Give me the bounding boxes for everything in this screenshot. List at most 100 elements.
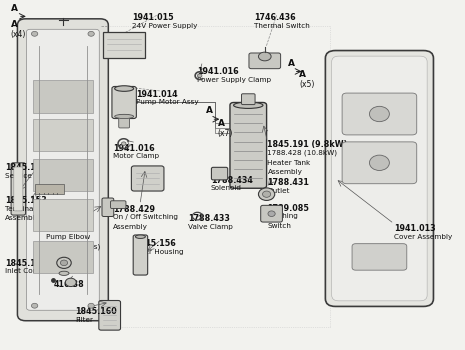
Text: On / Off Switching: On / Off Switching bbox=[113, 215, 178, 220]
Text: Cover Assembly: Cover Assembly bbox=[394, 233, 452, 239]
Ellipse shape bbox=[115, 114, 133, 119]
FancyBboxPatch shape bbox=[111, 201, 126, 209]
Text: 1845.191 (9.8kW): 1845.191 (9.8kW) bbox=[267, 140, 348, 149]
FancyBboxPatch shape bbox=[112, 86, 136, 119]
Text: Pump Motor Assy: Pump Motor Assy bbox=[136, 99, 199, 105]
Text: 1788.428 (10.8kW): 1788.428 (10.8kW) bbox=[267, 150, 338, 156]
FancyBboxPatch shape bbox=[326, 50, 433, 307]
Text: 1941.013: 1941.013 bbox=[394, 224, 436, 233]
FancyBboxPatch shape bbox=[249, 53, 280, 69]
Text: 1845.184: 1845.184 bbox=[46, 224, 88, 233]
Ellipse shape bbox=[115, 86, 133, 91]
Text: 24V Power Supply: 24V Power Supply bbox=[132, 23, 197, 29]
Text: A: A bbox=[206, 106, 213, 116]
FancyBboxPatch shape bbox=[261, 205, 282, 222]
FancyBboxPatch shape bbox=[33, 240, 93, 273]
Text: Heater Tank: Heater Tank bbox=[267, 160, 311, 166]
Text: A: A bbox=[288, 59, 295, 68]
FancyBboxPatch shape bbox=[241, 94, 255, 105]
FancyBboxPatch shape bbox=[11, 163, 26, 215]
Text: A: A bbox=[11, 20, 18, 29]
FancyBboxPatch shape bbox=[103, 33, 145, 58]
Text: Service Tunnel: Service Tunnel bbox=[5, 173, 58, 179]
Text: (x5): (x5) bbox=[299, 80, 314, 89]
FancyBboxPatch shape bbox=[133, 235, 148, 275]
Text: 1788.433: 1788.433 bbox=[188, 214, 230, 223]
FancyBboxPatch shape bbox=[33, 119, 93, 151]
Text: Assembly: Assembly bbox=[113, 224, 148, 230]
Text: 1746.436: 1746.436 bbox=[254, 13, 296, 22]
Ellipse shape bbox=[135, 235, 146, 238]
Text: 1845.157: 1845.157 bbox=[5, 259, 47, 268]
Circle shape bbox=[32, 303, 38, 308]
Circle shape bbox=[121, 142, 126, 145]
Text: 1941.015: 1941.015 bbox=[132, 13, 173, 22]
Text: 416.38: 416.38 bbox=[53, 280, 84, 289]
Text: 1788.434: 1788.434 bbox=[211, 176, 253, 185]
Text: A: A bbox=[11, 4, 18, 13]
Circle shape bbox=[268, 211, 275, 217]
Text: Power Supply Clamp: Power Supply Clamp bbox=[198, 77, 272, 83]
Text: Solenoid: Solenoid bbox=[211, 186, 242, 191]
Text: Valve Clamp: Valve Clamp bbox=[188, 224, 233, 230]
Text: 1941.016: 1941.016 bbox=[198, 67, 239, 76]
Text: A: A bbox=[218, 119, 225, 128]
Text: Thermal Switch: Thermal Switch bbox=[254, 23, 310, 29]
Text: Assembly: Assembly bbox=[267, 169, 302, 175]
Text: Inlet Connector: Inlet Connector bbox=[5, 268, 60, 274]
Text: 1941.014: 1941.014 bbox=[136, 90, 178, 99]
Text: Motor Clamp: Motor Clamp bbox=[113, 153, 159, 159]
Text: 1941.016: 1941.016 bbox=[113, 144, 154, 153]
Text: Outlet: Outlet bbox=[267, 188, 290, 194]
FancyBboxPatch shape bbox=[27, 29, 99, 310]
Ellipse shape bbox=[233, 102, 263, 108]
FancyBboxPatch shape bbox=[33, 199, 93, 231]
FancyBboxPatch shape bbox=[119, 115, 130, 128]
Text: Assembly: Assembly bbox=[5, 216, 40, 222]
FancyBboxPatch shape bbox=[332, 56, 427, 301]
FancyBboxPatch shape bbox=[342, 142, 417, 184]
Text: 1788.431: 1788.431 bbox=[267, 178, 309, 188]
Text: 1788.429: 1788.429 bbox=[113, 205, 155, 214]
Circle shape bbox=[88, 303, 94, 308]
Text: 1845.153: 1845.153 bbox=[5, 196, 47, 205]
Circle shape bbox=[370, 106, 389, 122]
FancyBboxPatch shape bbox=[132, 166, 164, 191]
Text: 1845.156: 1845.156 bbox=[134, 239, 176, 248]
Circle shape bbox=[198, 74, 202, 77]
Text: 1845.160: 1845.160 bbox=[75, 307, 117, 316]
Text: (includes clips): (includes clips) bbox=[46, 243, 100, 250]
Circle shape bbox=[66, 278, 76, 287]
Text: Switch: Switch bbox=[267, 223, 292, 229]
FancyBboxPatch shape bbox=[99, 301, 120, 330]
Circle shape bbox=[32, 32, 38, 36]
FancyBboxPatch shape bbox=[102, 198, 114, 217]
Circle shape bbox=[370, 155, 389, 170]
Text: (x7): (x7) bbox=[218, 129, 233, 138]
Text: Filter: Filter bbox=[75, 317, 93, 323]
FancyBboxPatch shape bbox=[342, 93, 417, 135]
Text: A: A bbox=[299, 70, 306, 79]
Text: (x4): (x4) bbox=[11, 30, 26, 38]
FancyBboxPatch shape bbox=[352, 244, 407, 270]
FancyBboxPatch shape bbox=[212, 167, 228, 180]
Text: Terminal Block: Terminal Block bbox=[5, 206, 58, 212]
FancyBboxPatch shape bbox=[230, 103, 266, 188]
FancyBboxPatch shape bbox=[35, 184, 64, 194]
FancyBboxPatch shape bbox=[14, 167, 23, 211]
Ellipse shape bbox=[59, 271, 69, 275]
Text: Pump Elbow: Pump Elbow bbox=[46, 233, 90, 239]
Circle shape bbox=[57, 257, 71, 268]
Text: 1789.085: 1789.085 bbox=[267, 204, 309, 212]
FancyBboxPatch shape bbox=[33, 159, 93, 191]
Circle shape bbox=[60, 260, 67, 266]
Circle shape bbox=[263, 191, 271, 197]
Text: Latching: Latching bbox=[267, 214, 299, 219]
Circle shape bbox=[259, 188, 275, 201]
Text: 1845.158: 1845.158 bbox=[5, 163, 47, 172]
Text: Filter Housing: Filter Housing bbox=[134, 249, 184, 255]
FancyBboxPatch shape bbox=[33, 80, 93, 113]
Ellipse shape bbox=[259, 52, 271, 61]
Circle shape bbox=[88, 32, 94, 36]
FancyBboxPatch shape bbox=[17, 19, 108, 321]
